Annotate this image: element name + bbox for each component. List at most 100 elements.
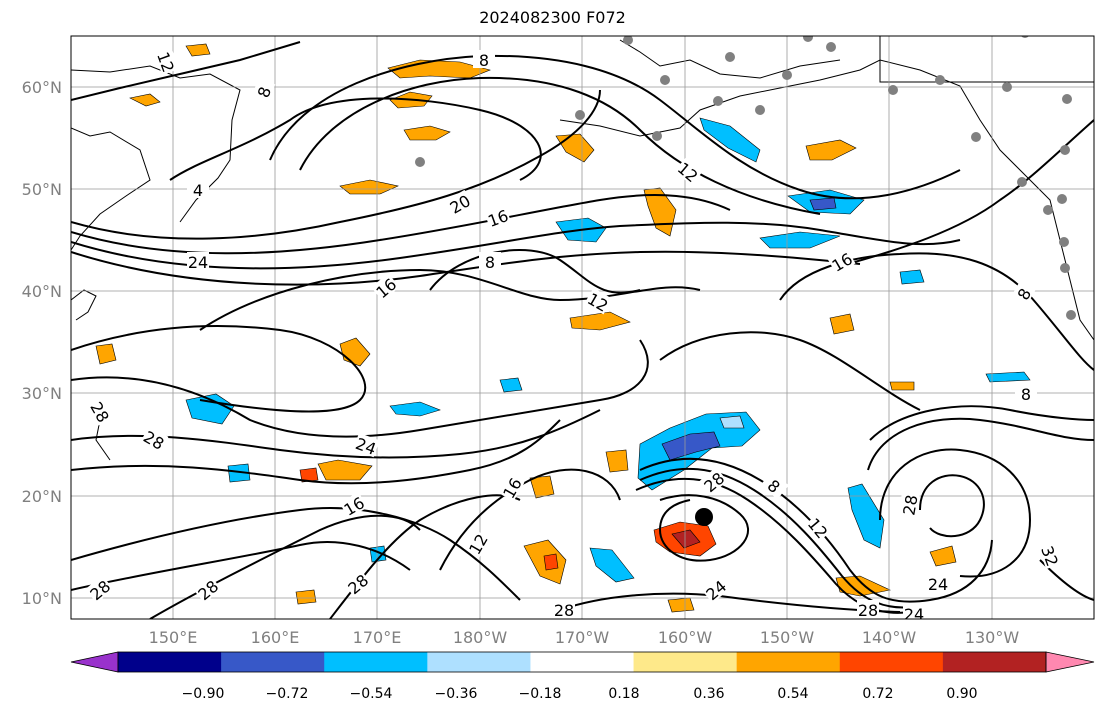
longitude-axis: 150°E 160°E 170°E 180°W 170°W 160°W 150°… <box>149 628 1020 647</box>
contour-label: 28 <box>899 493 921 516</box>
contour-label: 8 <box>479 51 489 70</box>
contour-line <box>149 514 421 619</box>
colorbar-segment <box>839 652 944 672</box>
contour-label-background <box>484 204 512 230</box>
colorbar-tick-label: −0.18 <box>519 686 562 702</box>
negative-anomaly-patch <box>499 377 523 393</box>
colorbar-extend-high <box>1045 651 1095 673</box>
contour-label-background <box>898 492 920 518</box>
contour-label: 8 <box>485 253 495 272</box>
lon-label: 130°W <box>965 628 1020 647</box>
contour-label: 24 <box>188 253 208 272</box>
positive-anomaly-patch <box>667 597 695 613</box>
contour-line <box>429 249 641 294</box>
contour-line <box>639 467 921 609</box>
colorbar-segment <box>530 652 635 672</box>
negative-anomaly-patch <box>899 269 925 285</box>
station-marker <box>1002 82 1012 92</box>
contour-label-background <box>193 575 222 604</box>
negative-anomaly-patch <box>759 231 841 249</box>
lat-label: 40°N <box>22 282 62 301</box>
contour-label-background <box>339 491 368 519</box>
positive-anomaly-patch <box>317 459 373 481</box>
lat-label: 30°N <box>22 384 62 403</box>
negative-anomaly-patch <box>185 393 235 425</box>
station-marker <box>1017 177 1027 187</box>
colorbar-tick-label: 0.18 <box>608 686 639 702</box>
station-marker <box>755 105 765 115</box>
station-marker <box>652 131 662 141</box>
negative-anomaly-patch <box>227 463 251 483</box>
colorbar-tick-label: 0.36 <box>693 686 724 702</box>
station-marker <box>1057 194 1067 204</box>
contour-line <box>71 41 301 101</box>
positive-anomaly-patch <box>929 545 957 567</box>
map-title: 2024082300 F072 <box>479 8 626 27</box>
negative-anomaly-patch <box>389 401 441 417</box>
contour-label-background <box>187 180 209 198</box>
contour-line <box>869 405 1094 441</box>
contour-label-background <box>87 397 115 426</box>
north-alaska-coastline <box>619 39 841 79</box>
positive-anomaly-patch <box>829 313 855 335</box>
station-marker <box>1060 263 1070 273</box>
contour-label-background <box>699 467 728 496</box>
strong-positive-anomaly-patch <box>543 553 559 571</box>
lat-label: 20°N <box>22 487 62 506</box>
contour-label-background <box>85 575 114 604</box>
lon-label: 170°E <box>353 628 402 647</box>
positive-anomaly-patch <box>129 93 161 107</box>
colorbar-segment <box>942 652 1047 672</box>
station-marker-layer <box>415 36 1076 320</box>
very-strong-positive-anomaly-patch <box>671 529 701 549</box>
contour-label-background <box>674 157 703 186</box>
contour-label-background <box>827 247 856 275</box>
lon-label: 180°W <box>453 628 508 647</box>
negative-anomaly-patch <box>589 547 635 583</box>
strong-positive-anomaly-patch <box>299 467 319 483</box>
contour-line <box>71 250 861 286</box>
contour-line <box>71 419 561 485</box>
station-marker <box>888 85 898 95</box>
colorbar-segment <box>324 652 428 672</box>
positive-anomaly-patch <box>185 43 211 57</box>
colorbar-frame <box>117 651 1047 673</box>
colorbar-tick-label: −0.54 <box>350 686 393 702</box>
weak-negative-anomaly-patch <box>719 415 745 429</box>
station-marker <box>1059 237 1069 247</box>
strong-negative-anomaly-patch <box>809 197 837 211</box>
contour-label-background <box>584 287 613 315</box>
positive-anomaly-patch <box>339 179 399 195</box>
colorbar-segment <box>736 652 841 672</box>
contour-label-background <box>1009 279 1037 308</box>
contour-line <box>169 97 542 181</box>
lat-label: 60°N <box>22 78 62 97</box>
contour-label: 24 <box>928 575 948 594</box>
colorbar-tick-label: −0.72 <box>266 686 309 702</box>
island-coastline <box>95 419 111 461</box>
negative-anomaly-patch <box>985 371 1031 383</box>
contour-label-background <box>140 425 169 453</box>
contour-label-background <box>701 575 730 604</box>
contour-line <box>779 252 1094 371</box>
latitude-axis: 60°N 50°N 40°N 30°N 20°N 10°N <box>22 78 62 608</box>
station-marker <box>725 52 735 62</box>
contour-layer <box>71 41 1094 619</box>
station-marker <box>803 36 813 42</box>
asia-coastline <box>71 65 241 223</box>
colorbar-tick-label: −0.36 <box>435 686 478 702</box>
contour-line <box>919 474 985 538</box>
lon-label: 160°E <box>251 628 300 647</box>
negative-anomaly-patch <box>847 483 885 549</box>
storm-center-marker <box>695 508 713 526</box>
station-marker <box>782 70 792 80</box>
contour-label-background <box>804 513 833 542</box>
station-marker <box>1060 145 1070 155</box>
station-marker <box>826 42 836 52</box>
colorbar-tick-label: −0.90 <box>182 686 225 702</box>
contour-label: 28 <box>858 601 878 620</box>
contour-label-background <box>463 529 491 558</box>
colorbar-tick-label: 0.90 <box>946 686 977 702</box>
contour-line <box>71 339 649 438</box>
map-frame <box>70 35 1095 620</box>
